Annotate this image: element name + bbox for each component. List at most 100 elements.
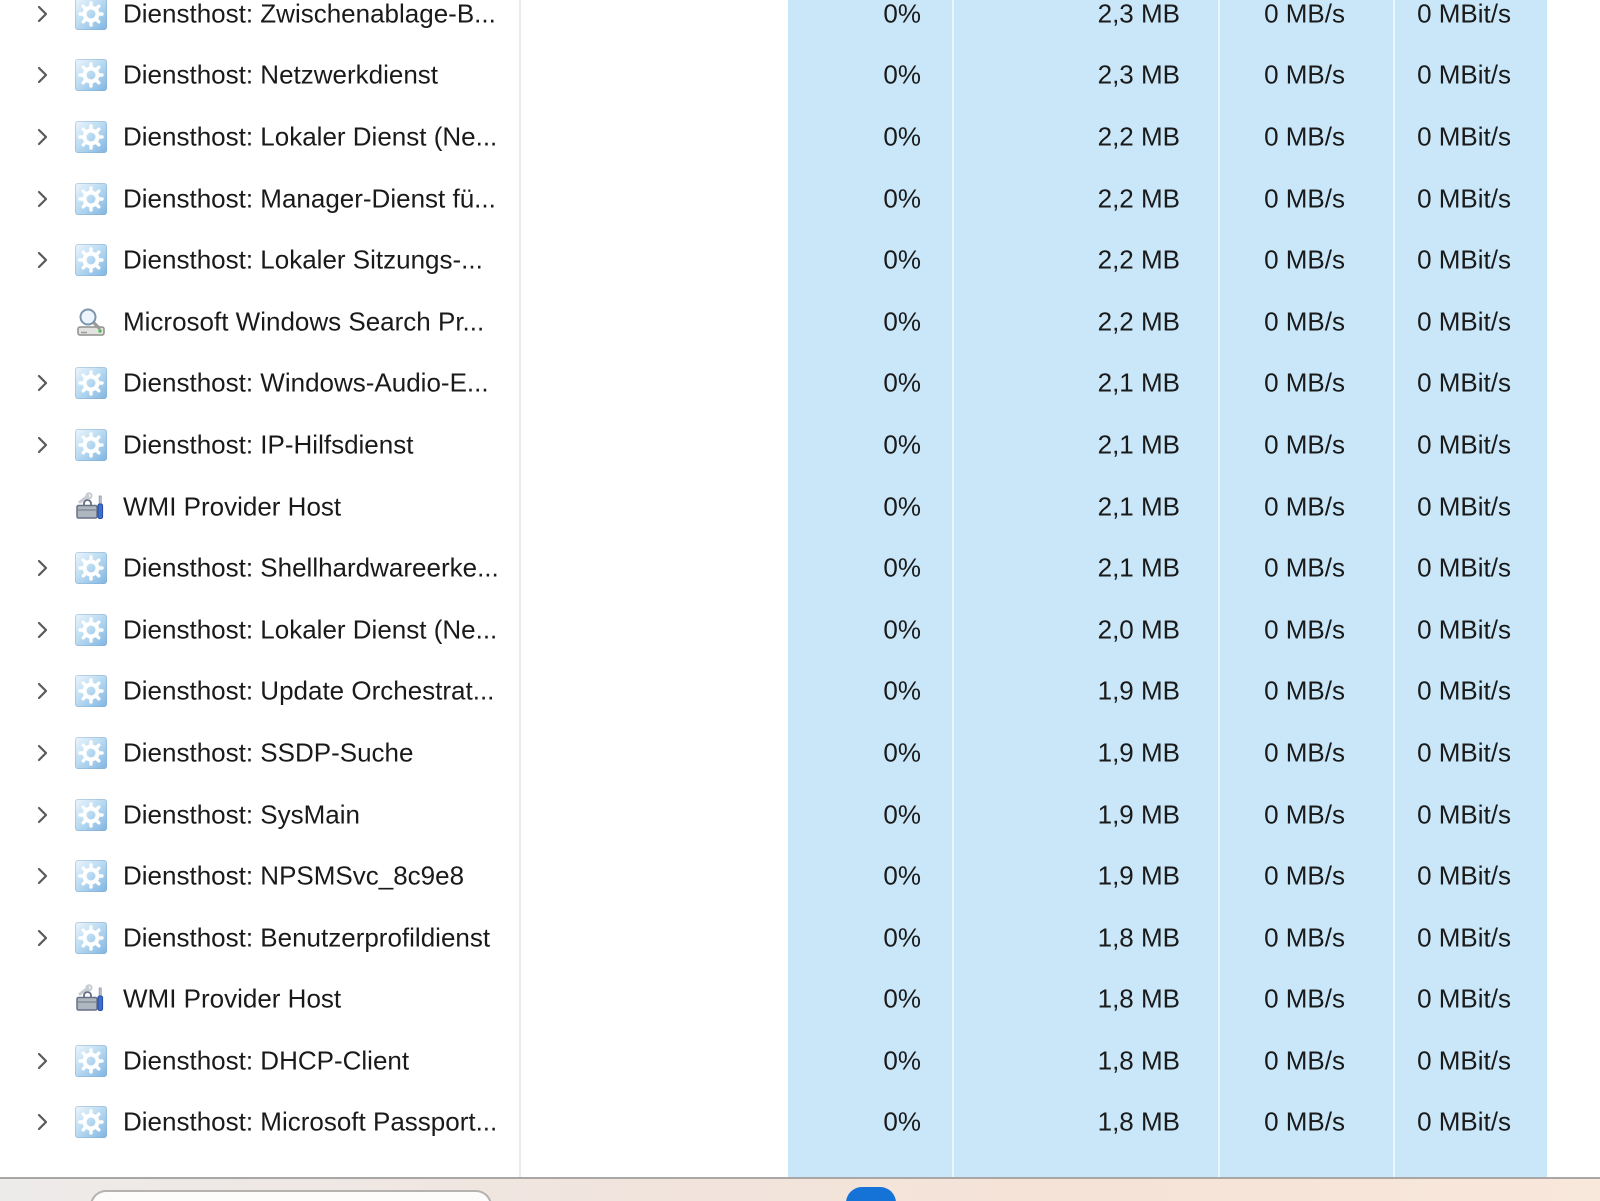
memory-value: 2,2 MB: [1097, 121, 1180, 152]
name-column-divider: [519, 0, 521, 1177]
table-row[interactable]: Diensthost: Shellhardwareerke... 0% 2,1 …: [0, 537, 1600, 599]
chevron-right-icon[interactable]: [31, 741, 55, 765]
search-drive-icon: [75, 306, 107, 338]
network-value: 0 MBit/s: [1417, 552, 1511, 583]
chevron-right-icon[interactable]: [31, 2, 55, 26]
gear-icon: [75, 120, 107, 153]
gear-icon: [75, 1106, 107, 1139]
process-name: Diensthost: Microsoft Passport...: [123, 1106, 498, 1137]
gear-icon: [75, 613, 107, 646]
gear-icon: [75, 552, 107, 585]
process-name: Diensthost: DHCP-Client: [123, 1045, 410, 1076]
table-row[interactable]: WMI Provider Host 0% 1,8 MB 0 MB/s 0 MBi…: [0, 969, 1600, 1031]
gear-icon: [75, 921, 107, 954]
process-name: Microsoft Windows Search Pr...: [123, 306, 485, 337]
network-value: 0 MBit/s: [1417, 983, 1511, 1014]
memory-column-highlight: [952, 0, 1218, 1177]
cpu-value: 0%: [883, 367, 921, 398]
background-window-edge[interactable]: [90, 1190, 492, 1201]
memory-value: 2,1 MB: [1097, 429, 1180, 460]
memory-value: 1,8 MB: [1097, 1045, 1180, 1076]
chevron-right-icon[interactable]: [31, 125, 55, 149]
table-row[interactable]: Diensthost: Netzwerkdienst 0% 2,3 MB 0 M…: [0, 45, 1600, 107]
table-row[interactable]: Diensthost: SSDP-Suche 0% 1,9 MB 0 MB/s …: [0, 722, 1600, 784]
disk-value: 0 MB/s: [1264, 922, 1345, 953]
network-value: 0 MBit/s: [1417, 737, 1511, 768]
cpu-value: 0%: [883, 614, 921, 645]
table-row[interactable]: Diensthost: Manager-Dienst fü... 0% 2,2 …: [0, 168, 1600, 230]
table-row[interactable]: Diensthost: Lokaler Dienst (Ne... 0% 2,2…: [0, 106, 1600, 168]
process-name: Diensthost: SysMain: [123, 799, 360, 830]
memory-value: 1,8 MB: [1097, 983, 1180, 1014]
disk-value: 0 MB/s: [1264, 491, 1345, 522]
disk-value: 0 MB/s: [1264, 367, 1345, 398]
cpu-value: 0%: [883, 1045, 921, 1076]
cpu-value: 0%: [883, 983, 921, 1014]
network-column-highlight: [1393, 0, 1547, 1177]
network-value: 0 MBit/s: [1417, 675, 1511, 706]
gear-icon: [75, 0, 107, 30]
memory-value: 2,0 MB: [1097, 614, 1180, 645]
taskbar-app-icon[interactable]: [846, 1187, 896, 1201]
chevron-right-icon[interactable]: [31, 1049, 55, 1073]
process-name: Diensthost: IP-Hilfsdienst: [123, 429, 414, 460]
process-name: Diensthost: Netzwerkdienst: [123, 59, 439, 90]
memory-value: 2,1 MB: [1097, 367, 1180, 398]
toolbox-icon: [75, 983, 107, 1015]
table-row[interactable]: Diensthost: Update Orchestrat... 0% 1,9 …: [0, 661, 1600, 723]
memory-value: 1,9 MB: [1097, 737, 1180, 768]
table-row[interactable]: Diensthost: Zwischenablage-B... 0% 2,3 M…: [0, 0, 1600, 45]
process-name: WMI Provider Host: [123, 491, 342, 522]
table-row[interactable]: Microsoft Windows Search Pr... 0% 2,2 MB…: [0, 291, 1600, 353]
chevron-right-icon[interactable]: [31, 803, 55, 827]
chevron-right-icon[interactable]: [31, 248, 55, 272]
table-row[interactable]: WMI Provider Host 0% 2,1 MB 0 MB/s 0 MBi…: [0, 476, 1600, 538]
process-name: Diensthost: NPSMSvc_8c9e8: [123, 860, 465, 891]
chevron-right-icon[interactable]: [31, 63, 55, 87]
process-name: Diensthost: Benutzerprofildienst: [123, 922, 491, 953]
table-row[interactable]: Diensthost: SysMain 0% 1,9 MB 0 MB/s 0 M…: [0, 784, 1600, 846]
process-name: Diensthost: SSDP-Suche: [123, 737, 414, 768]
network-value: 0 MBit/s: [1417, 59, 1511, 90]
toolbox-icon: [75, 491, 107, 523]
chevron-right-icon[interactable]: [31, 864, 55, 888]
memory-value: 2,3 MB: [1097, 59, 1180, 90]
memory-value: 2,1 MB: [1097, 491, 1180, 522]
disk-value: 0 MB/s: [1264, 1106, 1345, 1137]
cpu-value: 0%: [883, 799, 921, 830]
cpu-value: 0%: [883, 922, 921, 953]
memory-value: 2,2 MB: [1097, 306, 1180, 337]
network-value: 0 MBit/s: [1417, 614, 1511, 645]
gear-icon: [75, 367, 107, 400]
process-name: Diensthost: Lokaler Dienst (Ne...: [123, 121, 498, 152]
process-name: Diensthost: Zwischenablage-B...: [123, 0, 496, 29]
chevron-right-icon[interactable]: [31, 371, 55, 395]
cpu-value: 0%: [883, 737, 921, 768]
memory-value: 1,8 MB: [1097, 1106, 1180, 1137]
chevron-right-icon[interactable]: [31, 433, 55, 457]
process-name: Diensthost: Manager-Dienst fü...: [123, 183, 496, 214]
process-name: Diensthost: Windows-Audio-E...: [123, 367, 489, 398]
chevron-right-icon[interactable]: [31, 1110, 55, 1134]
table-row[interactable]: Diensthost: NPSMSvc_8c9e8 0% 1,9 MB 0 MB…: [0, 845, 1600, 907]
chevron-right-icon[interactable]: [31, 618, 55, 642]
table-row[interactable]: Diensthost: Microsoft Passport... 0% 1,8…: [0, 1092, 1600, 1154]
memory-value: 1,8 MB: [1097, 922, 1180, 953]
gear-icon: [75, 798, 107, 831]
chevron-right-icon[interactable]: [31, 187, 55, 211]
table-row[interactable]: Diensthost: Windows-Audio-E... 0% 2,1 MB…: [0, 353, 1600, 415]
disk-value: 0 MB/s: [1264, 614, 1345, 645]
table-row[interactable]: Diensthost: Benutzerprofildienst 0% 1,8 …: [0, 907, 1600, 969]
table-row[interactable]: Diensthost: Lokaler Sitzungs-... 0% 2,2 …: [0, 229, 1600, 291]
cpu-value: 0%: [883, 675, 921, 706]
table-row[interactable]: Diensthost: DHCP-Client 0% 1,8 MB 0 MB/s…: [0, 1030, 1600, 1092]
disk-value: 0 MB/s: [1264, 983, 1345, 1014]
memory-value: 2,1 MB: [1097, 552, 1180, 583]
chevron-right-icon[interactable]: [31, 556, 55, 580]
chevron-right-icon[interactable]: [31, 926, 55, 950]
memory-value: 2,2 MB: [1097, 244, 1180, 275]
table-row[interactable]: Diensthost: IP-Hilfsdienst 0% 2,1 MB 0 M…: [0, 414, 1600, 476]
network-value: 0 MBit/s: [1417, 1045, 1511, 1076]
chevron-right-icon[interactable]: [31, 679, 55, 703]
table-row[interactable]: Diensthost: Lokaler Dienst (Ne... 0% 2,0…: [0, 599, 1600, 661]
